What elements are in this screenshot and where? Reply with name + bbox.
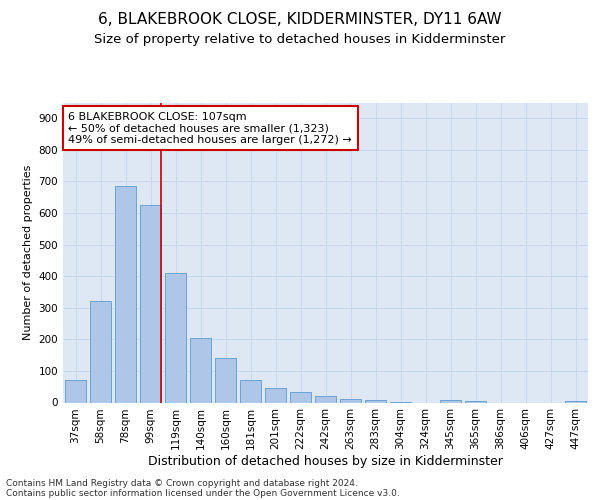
Text: Contains HM Land Registry data © Crown copyright and database right 2024.: Contains HM Land Registry data © Crown c… xyxy=(6,478,358,488)
Bar xyxy=(290,392,311,402)
Bar xyxy=(565,401,586,402)
Bar xyxy=(65,380,86,402)
Bar xyxy=(465,401,486,402)
X-axis label: Distribution of detached houses by size in Kidderminster: Distribution of detached houses by size … xyxy=(148,455,503,468)
Text: 6 BLAKEBROOK CLOSE: 107sqm
← 50% of detached houses are smaller (1,323)
49% of s: 6 BLAKEBROOK CLOSE: 107sqm ← 50% of deta… xyxy=(68,112,352,144)
Bar xyxy=(315,396,336,402)
Bar xyxy=(90,302,111,402)
Bar xyxy=(140,205,161,402)
Bar xyxy=(365,400,386,402)
Bar xyxy=(240,380,261,402)
Bar xyxy=(440,400,461,402)
Bar xyxy=(340,399,361,402)
Bar xyxy=(165,273,186,402)
Text: Size of property relative to detached houses in Kidderminster: Size of property relative to detached ho… xyxy=(94,32,506,46)
Text: 6, BLAKEBROOK CLOSE, KIDDERMINSTER, DY11 6AW: 6, BLAKEBROOK CLOSE, KIDDERMINSTER, DY11… xyxy=(98,12,502,28)
Bar xyxy=(190,338,211,402)
Bar xyxy=(115,186,136,402)
Bar xyxy=(265,388,286,402)
Y-axis label: Number of detached properties: Number of detached properties xyxy=(23,165,33,340)
Bar xyxy=(215,358,236,403)
Text: Contains public sector information licensed under the Open Government Licence v3: Contains public sector information licen… xyxy=(6,488,400,498)
